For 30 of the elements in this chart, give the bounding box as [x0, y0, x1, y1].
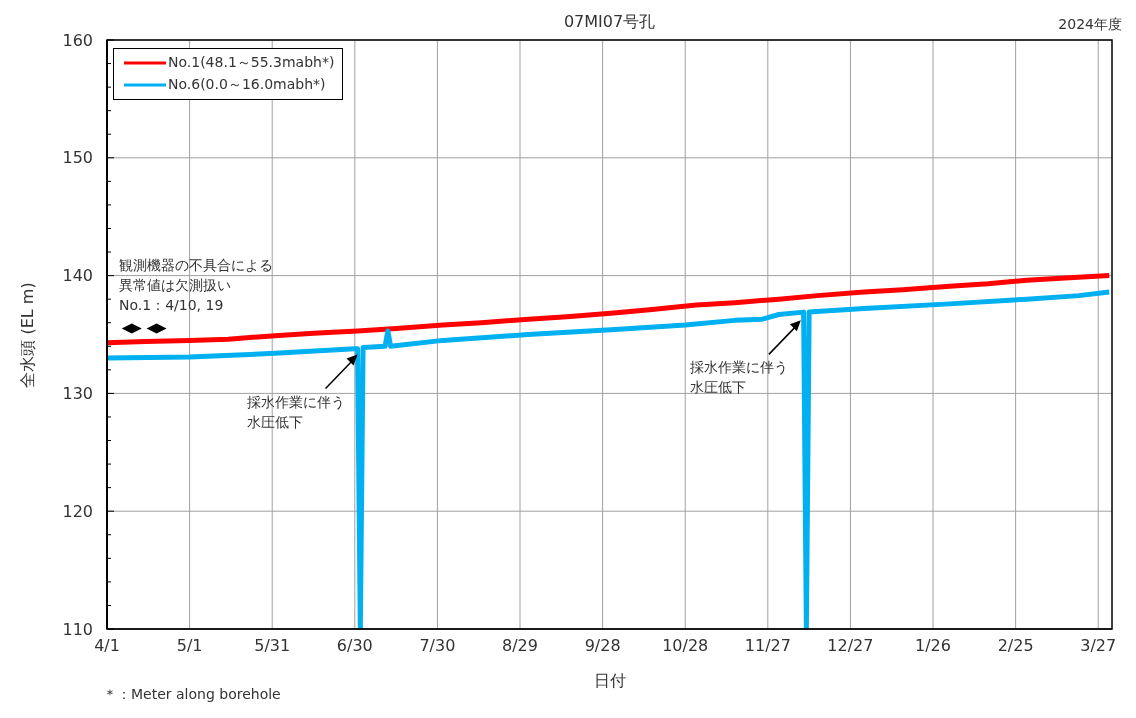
annotation: 採水作業に伴う水圧低下 — [246, 392, 346, 432]
x-tick-label: 3/27 — [1080, 636, 1117, 655]
y-tick-label: 110 — [62, 619, 93, 639]
x-tick-label: 5/1 — [176, 636, 203, 655]
annotation: 観測機器の不具合による異常値は欠測扱い — [119, 255, 274, 295]
y-tick-label: 130 — [62, 383, 93, 403]
legend-label: No.6(0.0～16.0mabh*) — [168, 76, 326, 94]
x-tick-label: 10/28 — [662, 636, 709, 655]
annotation: No.1：4/10, 19 — [119, 295, 225, 315]
y-tick-label: 150 — [62, 148, 93, 168]
x-tick-label: 11/27 — [744, 636, 791, 655]
x-tick-label: 4/1 — [94, 636, 120, 655]
text: ＊：Meter along borehole — [103, 685, 282, 704]
legend-label: No.1(48.1～55.3mabh*) — [168, 54, 335, 72]
text: 2024年度 — [1057, 15, 1122, 34]
y-tick-label: 140 — [62, 266, 93, 286]
x-tick-label: 8/29 — [502, 636, 538, 655]
x-tick-label: 6/30 — [336, 636, 373, 655]
x-tick-label: 9/28 — [584, 636, 621, 655]
x-tick-label: 5/31 — [254, 636, 291, 655]
x-tick-label: 1/26 — [915, 636, 951, 655]
x-axis-title: 日付 — [593, 671, 626, 690]
x-tick-label: 2/25 — [997, 636, 1034, 655]
y-axis-title: 全水頭 (EL m) — [17, 281, 38, 388]
annotation: 採水作業に伴う水圧低下 — [689, 358, 789, 398]
chart-title: 07MI07号孔 — [563, 12, 656, 31]
x-tick-label: 12/27 — [827, 636, 874, 655]
y-tick-label: 160 — [62, 30, 93, 50]
y-tick-label: 120 — [62, 501, 93, 521]
x-tick-label: 7/30 — [419, 636, 456, 655]
